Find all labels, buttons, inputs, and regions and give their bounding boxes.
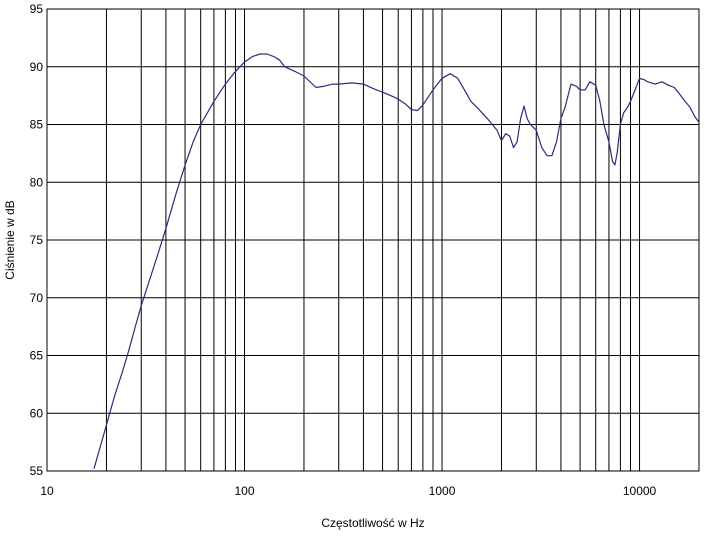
x-tick-label: 100 — [234, 484, 254, 498]
y-tick-labels: 55 60 65 70 75 80 85 90 95 — [30, 2, 44, 478]
y-tick-label: 80 — [30, 175, 44, 189]
series-layer — [93, 53, 700, 469]
x-axis-title: Częstotliwość w Hz — [321, 516, 424, 530]
major-gridlines — [46, 8, 699, 472]
y-axis-title: Ciśnienie w dB — [3, 200, 17, 279]
y-tick-label: 75 — [30, 233, 44, 247]
y-tick-label: 90 — [30, 60, 44, 74]
x-tick-label: 10 — [40, 484, 54, 498]
y-tick-label: 65 — [30, 349, 44, 363]
x-tick-label: 1000 — [429, 484, 456, 498]
x-tick-labels: 10 100 1000 10000 — [40, 484, 656, 498]
y-tick-label: 70 — [30, 291, 44, 305]
y-tick-label: 95 — [30, 2, 44, 16]
x-tick-label: 10000 — [623, 484, 657, 498]
response-curve-line — [93, 53, 700, 469]
y-tick-label: 55 — [30, 464, 44, 478]
y-tick-label: 85 — [30, 118, 44, 132]
y-tick-label: 60 — [30, 406, 44, 420]
